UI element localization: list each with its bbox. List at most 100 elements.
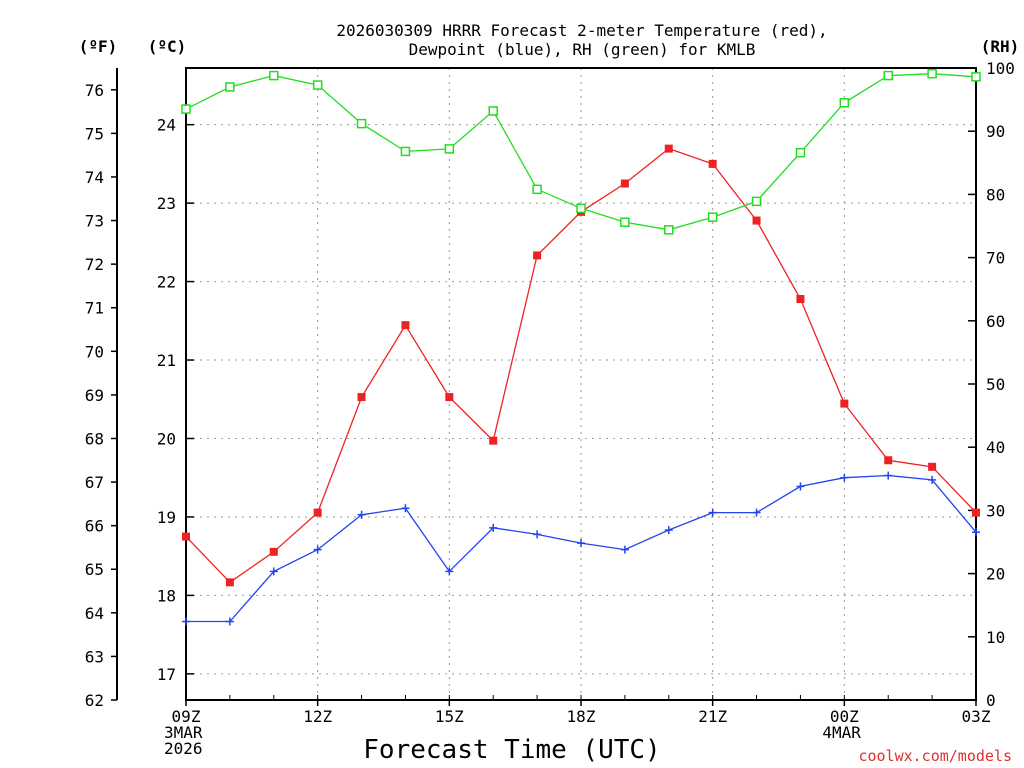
celsius-unit-label: (ºC) (148, 37, 187, 56)
fahrenheit-tick-label-74: 74 (85, 168, 104, 187)
x-tick-label-4MAR: 4MAR (822, 723, 861, 742)
temperature-point-1 (225, 578, 234, 587)
fahrenheit-tick-label-67: 67 (85, 473, 104, 492)
rh-unit-label: (RH) (981, 37, 1020, 56)
rh-point-7 (488, 106, 498, 116)
x-tick-label-15Z: 15Z (435, 707, 464, 726)
temperature-point-16 (884, 456, 893, 465)
x-tick-label-12Z: 12Z (303, 707, 332, 726)
fahrenheit-tick-label-62: 62 (85, 691, 104, 710)
celsius-tick-label-22: 22 (157, 273, 176, 292)
fahrenheit-tick-label-72: 72 (85, 255, 104, 274)
rh-point-12 (707, 212, 718, 222)
fahrenheit-tick-label-75: 75 (85, 124, 104, 143)
rh-tick-label-70: 70 (986, 249, 1005, 268)
rh-tick-label-0: 0 (986, 691, 996, 710)
temperature-point-17 (928, 462, 937, 471)
fahrenheit-tick-label-73: 73 (85, 212, 104, 231)
rh-point-17 (927, 68, 937, 79)
rh-point-3 (312, 80, 323, 90)
celsius-tick-label-20: 20 (157, 429, 176, 448)
dewpoint-point-13 (752, 508, 761, 517)
fahrenheit-tick-label-64: 64 (85, 604, 104, 623)
temperature-point-3 (313, 508, 322, 517)
rh-point-0 (181, 104, 191, 114)
dewpoint-line (186, 474, 977, 623)
temperature-point-4 (357, 393, 366, 402)
rh-point-11 (664, 225, 674, 235)
rh-point-18 (971, 72, 981, 82)
dewpoint-point-11 (664, 526, 673, 535)
dewpoint-point-16 (884, 471, 893, 480)
celsius-tick-label-18: 18 (157, 586, 176, 605)
fahrenheit-unit-label: (ºF) (79, 37, 118, 56)
series-layer (181, 68, 981, 626)
temperature-point-10 (620, 179, 629, 188)
dewpoint-point-17 (928, 475, 937, 484)
rh-point-1 (225, 82, 235, 92)
temperature-point-8 (533, 251, 542, 260)
rh-tick-label-20: 20 (986, 565, 1005, 584)
dewpoint-point-14 (796, 482, 805, 491)
rh-tick-label-30: 30 (986, 501, 1005, 520)
fahrenheit-tick-label-76: 76 (85, 81, 104, 100)
temperature-point-7 (489, 436, 498, 445)
rh-point-9 (576, 203, 586, 214)
rh-point-10 (620, 217, 630, 227)
dewpoint-point-1 (225, 617, 234, 626)
fahrenheit-tick-label-66: 66 (85, 517, 104, 536)
fahrenheit-tick-label-71: 71 (85, 299, 104, 318)
rh-tick-label-100: 100 (986, 59, 1015, 78)
celsius-tick-label-24: 24 (157, 116, 176, 135)
fahrenheit-tick-label-65: 65 (85, 560, 104, 579)
temperature-point-11 (664, 144, 673, 153)
dewpoint-point-18 (972, 528, 980, 537)
rh-point-6 (444, 144, 455, 154)
temperature-point-13 (752, 216, 761, 225)
rh-point-2 (269, 70, 279, 81)
temperature-point-15 (840, 399, 849, 408)
temperature-point-0 (182, 532, 190, 541)
fahrenheit-tick-label-68: 68 (85, 429, 104, 448)
x-tick-label-2026: 2026 (164, 739, 203, 758)
dewpoint-point-12 (708, 508, 717, 517)
dewpoint-point-6 (445, 567, 454, 576)
x-tick-label-09Z: 09Z (172, 707, 201, 726)
celsius-tick-label-19: 19 (157, 508, 176, 527)
credit-text: coolwx.com/models (858, 747, 1012, 765)
rh-tick-label-10: 10 (986, 628, 1005, 647)
dewpoint-point-9 (577, 539, 585, 548)
temperature-point-2 (269, 547, 278, 556)
rh-point-13 (751, 196, 762, 207)
grid-lines (186, 68, 976, 700)
dewpoint-point-8 (533, 530, 542, 539)
rh-point-14 (795, 147, 806, 158)
rh-point-5 (400, 146, 411, 157)
chart-title-line1: 2026030309 HRRR Forecast 2-meter Tempera… (336, 21, 827, 40)
celsius-tick-label-23: 23 (157, 194, 176, 213)
dewpoint-point-5 (401, 504, 410, 513)
temperature-point-12 (708, 159, 717, 168)
dewpoint-point-0 (182, 617, 190, 626)
temperature-point-18 (972, 508, 980, 517)
dewpoint-point-3 (313, 545, 322, 554)
celsius-tick-label-17: 17 (157, 665, 176, 684)
rh-point-16 (883, 70, 893, 81)
x-axis-label: Forecast Time (UTC) (363, 735, 660, 765)
rh-tick-label-50: 50 (986, 375, 1005, 394)
x-tick-label-21Z: 21Z (698, 707, 727, 726)
rh-point-4 (356, 118, 367, 129)
rh-tick-label-80: 80 (986, 185, 1005, 204)
temperature-point-6 (445, 393, 454, 402)
dewpoint-point-15 (840, 473, 849, 482)
dewpoint-point-4 (357, 510, 366, 519)
x-tick-label-3MAR: 3MAR (164, 723, 203, 742)
rh-point-8 (532, 184, 542, 195)
x-tick-label-03Z: 03Z (962, 707, 991, 726)
dewpoint-point-7 (489, 523, 498, 532)
dewpoint-point-10 (620, 545, 629, 554)
fahrenheit-tick-label-63: 63 (85, 647, 104, 666)
rh-tick-label-60: 60 (986, 312, 1005, 331)
